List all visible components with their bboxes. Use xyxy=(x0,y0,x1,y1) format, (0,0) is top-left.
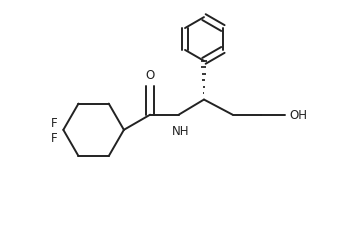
Text: O: O xyxy=(145,69,155,82)
Text: OH: OH xyxy=(289,109,307,122)
Text: NH: NH xyxy=(172,125,189,138)
Text: F: F xyxy=(51,116,57,129)
Text: F: F xyxy=(51,131,57,144)
